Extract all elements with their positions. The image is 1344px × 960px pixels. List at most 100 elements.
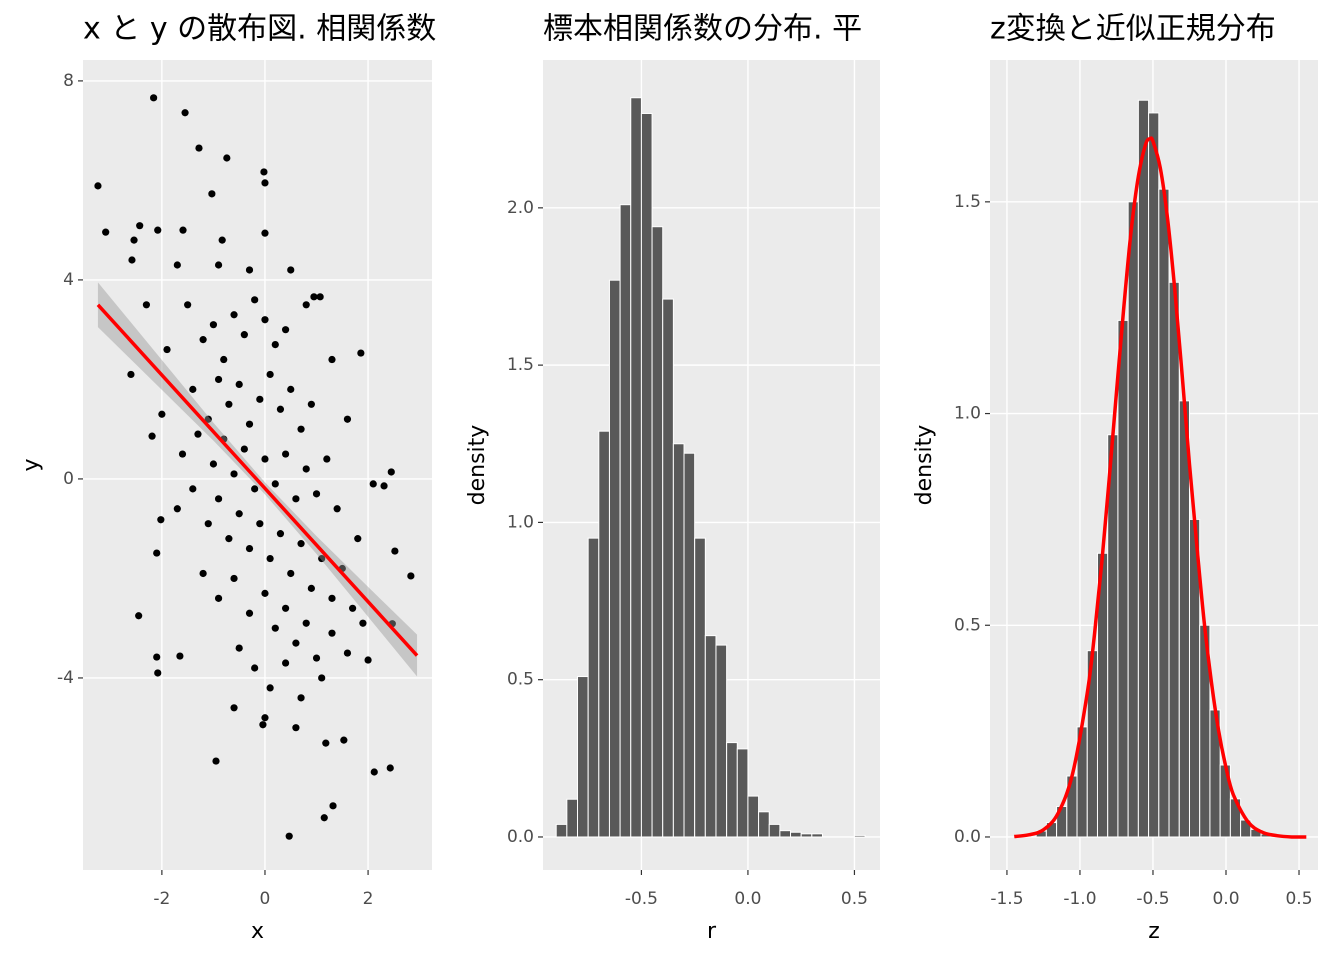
point: [154, 226, 162, 234]
point: [297, 694, 305, 702]
point: [235, 510, 243, 518]
point: [323, 455, 331, 463]
density-curve: [1014, 136, 1307, 839]
bar: [790, 831, 802, 838]
x-tick-label: 0.5: [1285, 889, 1312, 909]
bar: [608, 279, 621, 838]
point: [297, 540, 305, 548]
bar: [555, 823, 568, 838]
point: [214, 495, 223, 503]
bar: [683, 452, 696, 838]
point: [297, 425, 305, 433]
bar: [704, 635, 717, 838]
bar: [800, 833, 813, 838]
bar: [640, 112, 653, 838]
point: [369, 480, 377, 488]
point: [285, 832, 293, 840]
point: [245, 266, 254, 274]
point: [102, 228, 110, 236]
point: [223, 154, 231, 162]
point: [357, 349, 365, 357]
x-axis-title: z: [1148, 919, 1160, 944]
y-tick-label: 0.5: [954, 615, 981, 635]
point: [127, 370, 135, 379]
bar: [1117, 319, 1129, 838]
y-axis-title: density: [465, 425, 490, 506]
x-tick-label: -1.0: [1063, 889, 1096, 909]
point: [302, 301, 310, 309]
point: [281, 659, 290, 667]
point: [276, 530, 285, 538]
point: [386, 764, 394, 772]
bar: [1168, 281, 1180, 838]
y-axis-title: y: [19, 458, 44, 471]
point: [261, 455, 269, 463]
point: [328, 355, 336, 364]
point: [292, 724, 300, 732]
point: [251, 485, 259, 493]
point: [135, 612, 143, 620]
point: [184, 301, 192, 309]
bar: [1127, 201, 1139, 838]
point: [329, 802, 337, 810]
bar: [1137, 99, 1150, 838]
title-group: 標本相関係数の分布. 平: [543, 12, 862, 47]
point: [163, 345, 171, 354]
y-tick-label: 1.5: [507, 355, 534, 375]
point: [271, 340, 279, 349]
point: [287, 569, 295, 578]
y-tick-label: 0: [63, 469, 74, 489]
point: [349, 604, 357, 612]
x-tick-label: -2: [153, 889, 170, 909]
bar: [587, 537, 600, 838]
y-tick-label: 8: [63, 71, 74, 91]
point: [261, 316, 269, 324]
x-tick-label: -1.5: [990, 889, 1023, 909]
x-tick-label: 0.5: [841, 889, 868, 909]
point: [158, 410, 166, 418]
point: [142, 301, 151, 309]
bar: [1148, 112, 1160, 838]
point: [256, 395, 264, 403]
point: [322, 739, 330, 747]
point: [173, 261, 181, 269]
point: [230, 704, 238, 712]
bar: [598, 430, 610, 838]
bar: [577, 676, 589, 838]
point: [310, 293, 318, 301]
point: [240, 445, 248, 453]
bar: [630, 97, 642, 838]
point: [154, 669, 162, 677]
point: [173, 505, 181, 513]
y-tick-label: -4: [57, 668, 74, 688]
point: [302, 465, 310, 473]
bar: [662, 298, 674, 838]
title-group: x と y の散布図. 相関係数: [83, 12, 436, 47]
chart-title: z変換と近似正規分布: [990, 12, 1276, 47]
point: [178, 450, 187, 458]
point: [261, 714, 269, 722]
point: [281, 604, 290, 612]
bar: [768, 823, 781, 838]
point: [364, 656, 372, 664]
point: [261, 229, 269, 237]
point: [292, 639, 300, 647]
y-tick-label: 1.5: [954, 192, 981, 212]
point: [307, 400, 315, 408]
bar: [566, 798, 579, 838]
point: [407, 572, 415, 580]
y-tick-label: 2.0: [507, 198, 534, 218]
point: [251, 296, 259, 304]
point: [230, 311, 238, 319]
point: [220, 355, 228, 364]
point: [271, 624, 279, 632]
point: [209, 321, 218, 329]
point: [387, 468, 395, 476]
point: [245, 544, 254, 553]
bar: [747, 795, 760, 838]
point: [281, 450, 290, 458]
point: [328, 594, 336, 602]
x-tick-label: 0: [260, 889, 271, 909]
bar: [619, 204, 632, 838]
